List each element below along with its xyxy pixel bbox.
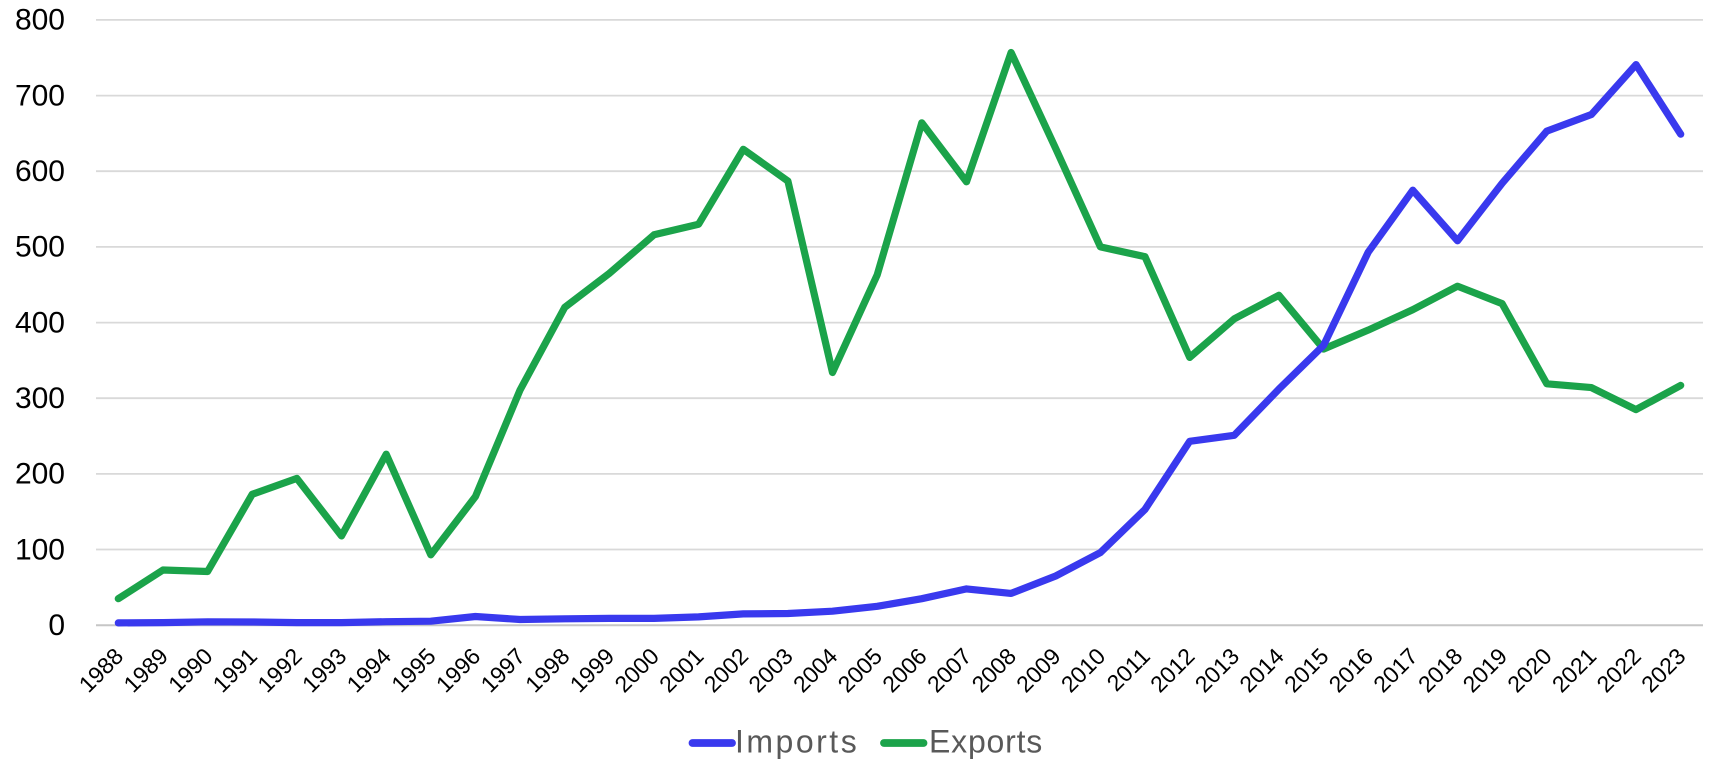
svg-text:2021: 2021 <box>1547 643 1602 698</box>
svg-text:2003: 2003 <box>743 643 798 698</box>
svg-text:Imports: Imports <box>735 723 859 759</box>
svg-text:2010: 2010 <box>1056 643 1111 698</box>
svg-text:2001: 2001 <box>654 643 709 698</box>
svg-text:0: 0 <box>48 609 65 642</box>
svg-text:2016: 2016 <box>1324 643 1379 698</box>
svg-text:2008: 2008 <box>966 643 1021 698</box>
svg-text:2018: 2018 <box>1413 643 1468 698</box>
svg-text:600: 600 <box>15 155 65 188</box>
svg-text:2017: 2017 <box>1368 643 1423 698</box>
svg-text:1998: 1998 <box>520 643 575 698</box>
svg-text:100: 100 <box>15 533 65 566</box>
svg-text:2006: 2006 <box>877 643 932 698</box>
svg-text:1988: 1988 <box>74 643 129 698</box>
svg-text:400: 400 <box>15 306 65 339</box>
svg-text:2002: 2002 <box>699 643 754 698</box>
svg-text:2013: 2013 <box>1190 643 1245 698</box>
svg-text:Exports: Exports <box>929 723 1043 759</box>
svg-text:200: 200 <box>15 458 65 491</box>
svg-text:1993: 1993 <box>297 643 352 698</box>
svg-text:2007: 2007 <box>922 643 977 698</box>
svg-text:2009: 2009 <box>1011 643 1066 698</box>
svg-text:1990: 1990 <box>163 643 218 698</box>
svg-text:2023: 2023 <box>1636 643 1691 698</box>
svg-text:1995: 1995 <box>386 643 441 698</box>
svg-text:2014: 2014 <box>1234 643 1289 698</box>
svg-text:2022: 2022 <box>1591 643 1646 698</box>
svg-text:1991: 1991 <box>208 643 263 698</box>
svg-text:2020: 2020 <box>1502 643 1557 698</box>
svg-text:2012: 2012 <box>1145 643 1200 698</box>
svg-text:1999: 1999 <box>565 643 620 698</box>
svg-text:2005: 2005 <box>833 643 888 698</box>
svg-text:1989: 1989 <box>118 643 173 698</box>
svg-text:1997: 1997 <box>475 643 530 698</box>
svg-text:1996: 1996 <box>431 643 486 698</box>
svg-text:1994: 1994 <box>342 643 397 698</box>
svg-text:800: 800 <box>15 4 65 37</box>
svg-text:2011: 2011 <box>1102 643 1155 696</box>
svg-text:2000: 2000 <box>609 643 664 698</box>
svg-text:700: 700 <box>15 79 65 112</box>
svg-text:1992: 1992 <box>252 643 307 698</box>
svg-text:2015: 2015 <box>1279 643 1334 698</box>
svg-text:2004: 2004 <box>788 643 843 698</box>
svg-text:2019: 2019 <box>1457 643 1512 698</box>
svg-text:300: 300 <box>15 382 65 415</box>
svg-text:500: 500 <box>15 231 65 264</box>
